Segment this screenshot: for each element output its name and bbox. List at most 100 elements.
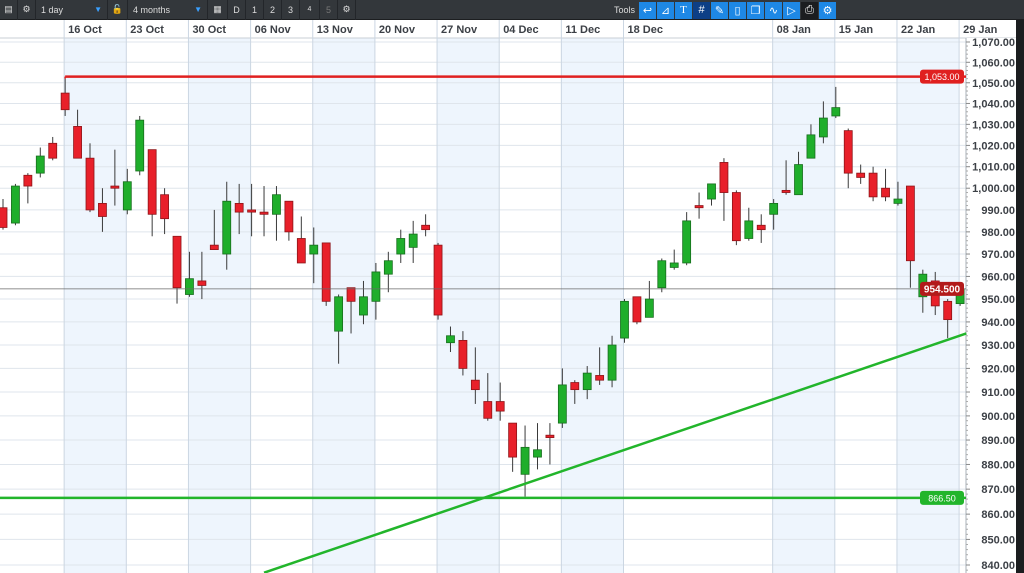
undo-arrow-icon[interactable]: ↩: [639, 1, 657, 19]
candle-up[interactable]: [122, 181, 132, 211]
candle-up[interactable]: [657, 260, 667, 289]
windows-icon[interactable]: ❐: [747, 1, 765, 19]
candle-down[interactable]: [694, 205, 704, 209]
candle-up[interactable]: [557, 384, 567, 424]
period-d-button[interactable]: D: [228, 0, 246, 20]
candle-down[interactable]: [483, 401, 493, 419]
candle-down[interactable]: [781, 189, 791, 193]
candle-up[interactable]: [408, 233, 418, 248]
candle-up[interactable]: [682, 220, 692, 264]
candle-down[interactable]: [495, 401, 505, 412]
candle-up[interactable]: [272, 194, 281, 215]
candle-down[interactable]: [905, 185, 915, 262]
settings-gear-icon[interactable]: ⚙: [338, 0, 356, 20]
candle-down[interactable]: [60, 92, 70, 111]
candle-up[interactable]: [744, 220, 754, 239]
candle-up[interactable]: [446, 335, 455, 344]
candle-up[interactable]: [396, 238, 406, 255]
period-4-button[interactable]: 4: [300, 0, 320, 20]
candle-up[interactable]: [35, 155, 45, 174]
lock-icon[interactable]: 🔓: [108, 0, 128, 20]
interval-dropdown[interactable]: 1 day ▼: [36, 0, 108, 20]
candle-up[interactable]: [383, 260, 393, 275]
candle-up[interactable]: [669, 262, 679, 268]
paint-icon[interactable]: ✎: [711, 1, 729, 19]
candle-down[interactable]: [881, 187, 890, 198]
candle-down[interactable]: [843, 130, 853, 174]
candle-down[interactable]: [943, 300, 953, 321]
candle-down[interactable]: [85, 157, 95, 211]
candle-down[interactable]: [719, 162, 729, 193]
period-5-button[interactable]: 5: [320, 0, 338, 20]
candle-up[interactable]: [607, 344, 617, 381]
candle-down[interactable]: [856, 172, 866, 178]
candle-up[interactable]: [769, 202, 779, 215]
candle-down[interactable]: [259, 211, 269, 215]
candle-down[interactable]: [48, 142, 58, 159]
candle-down[interactable]: [23, 174, 33, 187]
candle-up[interactable]: [806, 134, 816, 159]
candle-down[interactable]: [346, 287, 356, 302]
candle-down[interactable]: [73, 126, 82, 159]
candle-down[interactable]: [421, 224, 431, 231]
period-3-button[interactable]: 3: [282, 0, 300, 20]
candle-type-icon[interactable]: ▯: [729, 1, 747, 19]
list-icon[interactable]: ▤: [0, 0, 18, 20]
candle-down[interactable]: [0, 207, 8, 228]
candle-down[interactable]: [868, 172, 878, 198]
candle-down[interactable]: [508, 422, 518, 458]
candle-down[interactable]: [296, 238, 306, 264]
candle-down[interactable]: [433, 244, 443, 316]
candle-down[interactable]: [247, 209, 257, 213]
candle-up[interactable]: [135, 119, 145, 172]
candle-down[interactable]: [321, 242, 331, 302]
candle-up[interactable]: [533, 449, 542, 458]
candle-up[interactable]: [644, 298, 654, 318]
candle-up[interactable]: [893, 198, 903, 204]
price-axis[interactable]: [966, 38, 1016, 573]
candle-up[interactable]: [371, 271, 381, 302]
candle-up[interactable]: [185, 278, 194, 295]
candle-down[interactable]: [731, 192, 741, 242]
candle-down[interactable]: [172, 235, 182, 289]
text-icon[interactable]: T: [675, 1, 693, 19]
candle-up[interactable]: [707, 183, 716, 200]
candle-down[interactable]: [470, 379, 480, 391]
print-icon[interactable]: ⎙: [801, 1, 819, 19]
candle-down[interactable]: [98, 202, 107, 217]
candle-down[interactable]: [110, 185, 120, 189]
candle-down[interactable]: [756, 224, 766, 231]
candle-up[interactable]: [222, 200, 232, 255]
candle-down[interactable]: [545, 434, 555, 439]
candle-down[interactable]: [147, 149, 157, 215]
candle-down[interactable]: [284, 200, 294, 233]
gear-icon[interactable]: ⚙: [18, 0, 36, 20]
label-icon[interactable]: ▷: [783, 1, 801, 19]
candle-down[interactable]: [458, 339, 468, 369]
grid-icon[interactable]: #: [693, 1, 711, 19]
candle-down[interactable]: [209, 244, 219, 250]
range-dropdown[interactable]: 4 months ▼: [128, 0, 208, 20]
candle-down[interactable]: [234, 202, 244, 213]
indicators-icon[interactable]: ∿: [765, 1, 783, 19]
settings-icon[interactable]: ⚙: [819, 1, 837, 19]
period-1-button[interactable]: 1: [246, 0, 264, 20]
candle-down[interactable]: [160, 194, 169, 220]
calendar-icon[interactable]: ▦: [208, 0, 228, 20]
candle-down[interactable]: [570, 382, 580, 391]
trendline-icon[interactable]: ⊿: [657, 1, 675, 19]
candle-up[interactable]: [794, 164, 803, 196]
period-2-button[interactable]: 2: [264, 0, 282, 20]
candle-down[interactable]: [595, 375, 605, 381]
trendline[interactable]: [263, 332, 967, 573]
candle-up[interactable]: [334, 296, 344, 332]
candle-up[interactable]: [620, 300, 629, 339]
candle-down[interactable]: [632, 296, 642, 323]
candle-up[interactable]: [818, 117, 828, 138]
candle-up[interactable]: [831, 107, 841, 117]
candle-up[interactable]: [359, 296, 368, 316]
candle-up[interactable]: [309, 244, 319, 255]
candle-up[interactable]: [582, 372, 592, 391]
candle-up[interactable]: [520, 446, 530, 475]
candle-down[interactable]: [197, 280, 207, 286]
